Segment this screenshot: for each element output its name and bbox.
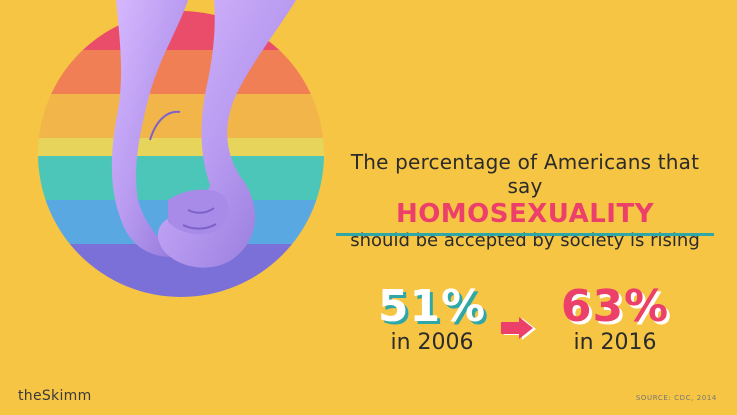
- stat-2016-year: in 2016: [573, 330, 657, 355]
- rainbow-stripe-green: [38, 156, 324, 200]
- arrow-right-icon: [501, 317, 536, 340]
- stat-2016-percent: 63%: [560, 281, 670, 332]
- stat-2006-year: in 2006: [390, 330, 474, 355]
- source-caption: SOURCE: CDC, 2014: [635, 394, 717, 402]
- headline-line-1: The percentage of Americans that say: [350, 150, 700, 198]
- rainbow-stripe-light-yellow: [38, 138, 324, 156]
- rainbow-stripe-orange: [38, 50, 324, 94]
- two-hands-holding-icon: [111, 0, 296, 268]
- divider-line: [336, 233, 714, 236]
- headline-keyword: HOMOSEXUALITY: [395, 199, 655, 229]
- headline: The percentage of Americans that say HOM…: [330, 150, 720, 252]
- stat-2006-percent: 51%: [377, 281, 487, 332]
- stat-2006: 51% in 2006: [377, 284, 487, 356]
- stat-2016: 63% in 2016: [560, 284, 670, 356]
- rainbow-circle-with-hands: [38, 0, 324, 297]
- rainbow-stripe-yellow: [38, 94, 324, 138]
- brand-logo: theSkimm: [18, 388, 92, 404]
